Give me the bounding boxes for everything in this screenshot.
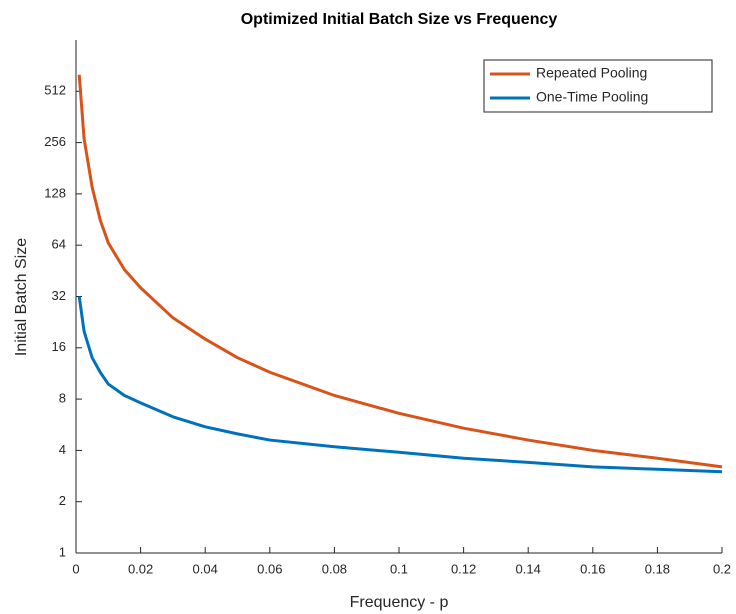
y-tick-label: 128	[44, 185, 66, 200]
x-tick-label: 0.2	[713, 561, 731, 576]
y-tick-label: 64	[52, 237, 66, 252]
y-tick-label: 512	[44, 83, 66, 98]
x-tick-label: 0.04	[193, 561, 218, 576]
y-tick-label: 4	[59, 442, 66, 457]
x-tick-label: 0.1	[390, 561, 408, 576]
x-tick-label: 0.02	[128, 561, 153, 576]
series-line	[77, 74, 723, 469]
y-tick-label: 1	[59, 544, 66, 559]
chart-title: Optimized Initial Batch Size vs Frequenc…	[241, 11, 558, 28]
y-tick-label: 32	[52, 288, 66, 303]
x-tick-label: 0.12	[451, 561, 476, 576]
y-axis-label: Initial Batch Size	[13, 238, 30, 356]
legend-label: One-Time Pooling	[536, 89, 648, 105]
y-tick-label: 16	[52, 339, 66, 354]
legend-label: Repeated Pooling	[536, 65, 647, 81]
y-tick-label: 8	[59, 391, 66, 406]
x-tick-label: 0.18	[645, 561, 670, 576]
y-tick-label: 2	[59, 493, 66, 508]
series-line	[77, 296, 723, 474]
x-tick-label: 0	[72, 561, 79, 576]
x-tick-label: 0.08	[322, 561, 347, 576]
x-axis-label: Frequency - p	[350, 594, 449, 611]
y-tick-label: 256	[44, 134, 66, 149]
x-tick-label: 0.06	[257, 561, 282, 576]
x-tick-label: 0.14	[516, 561, 541, 576]
x-tick-label: 0.16	[580, 561, 605, 576]
legend-box	[483, 59, 713, 113]
